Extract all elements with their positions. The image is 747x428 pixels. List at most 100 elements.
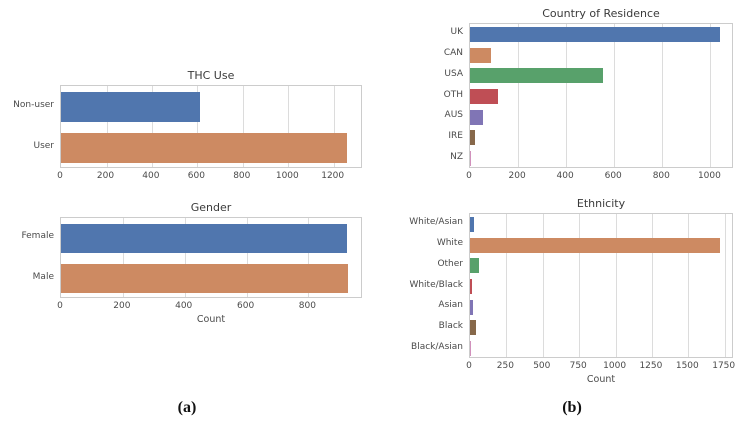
x-tick-label: 1500	[675, 361, 699, 371]
y-tick-label: Other	[437, 258, 463, 269]
x-tick-label: 0	[57, 171, 63, 181]
subfigure-label-b: (b)	[562, 399, 582, 416]
x-tick-label: 200	[508, 171, 526, 181]
bar-nz	[470, 151, 472, 167]
x-tick-label: 800	[652, 171, 670, 181]
bar-uk	[470, 26, 720, 42]
y-tick-label: White/Black	[409, 279, 463, 290]
gridline	[614, 24, 616, 167]
gridline	[688, 214, 690, 357]
gridline	[184, 218, 186, 297]
gridline	[518, 24, 520, 167]
x-tick-label: 750	[569, 361, 587, 371]
gridline	[308, 218, 310, 297]
gridline	[579, 214, 581, 357]
subfigure-label-a: (a)	[177, 399, 197, 416]
gridline	[242, 86, 244, 167]
y-tick-label: Black/Asian	[411, 341, 463, 352]
bar-asian	[470, 299, 473, 315]
bar-white-asian	[470, 216, 474, 232]
gridline	[710, 24, 712, 167]
plot-area	[469, 23, 733, 168]
bar-white	[470, 237, 721, 253]
x-tick-label: 250	[496, 361, 514, 371]
y-tick-label: White/Asian	[409, 217, 463, 228]
x-tick-label: 500	[533, 361, 551, 371]
gridline	[151, 86, 153, 167]
y-tick-label: White	[436, 238, 463, 249]
x-tick-label: 600	[237, 301, 255, 311]
plot-area	[469, 213, 733, 358]
bar-usa	[470, 68, 603, 84]
y-tick-label: UK	[450, 27, 464, 38]
y-tick-label: NZ	[450, 151, 463, 162]
gridline	[246, 218, 248, 297]
bar-user	[61, 133, 347, 164]
bar-white-black	[470, 279, 473, 294]
plot-area	[60, 85, 362, 168]
y-tick-label: User	[33, 141, 54, 152]
bar-female	[61, 223, 348, 253]
x-axis-label: Count	[586, 374, 616, 385]
bar-can	[470, 47, 492, 63]
x-tick-label: 200	[113, 301, 131, 311]
x-tick-label: 1750	[712, 361, 736, 371]
chart-title: THC Use	[187, 69, 235, 82]
gridline	[197, 86, 199, 167]
x-tick-label: 1000	[603, 361, 627, 371]
x-tick-label: 400	[142, 171, 160, 181]
chart-title: Gender	[190, 201, 232, 214]
y-tick-label: OTH	[443, 89, 463, 100]
x-tick-label: 400	[175, 301, 193, 311]
bar-other	[470, 258, 479, 274]
x-tick-label: 1000	[275, 171, 299, 181]
plot-area	[60, 217, 362, 298]
gridline	[724, 214, 726, 357]
y-tick-label: AUS	[444, 110, 463, 121]
bar-aus	[470, 109, 483, 125]
gridline	[651, 214, 653, 357]
x-tick-label: 1200	[321, 171, 345, 181]
x-tick-label: 600	[187, 171, 205, 181]
y-tick-label: USA	[444, 68, 463, 79]
x-axis-label: Count	[196, 314, 226, 325]
bar-black	[470, 320, 476, 336]
gridline	[122, 218, 124, 297]
x-tick-label: 0	[466, 361, 472, 371]
chart-title: Ethnicity	[576, 197, 626, 210]
gridline	[542, 214, 544, 357]
x-tick-label: 600	[604, 171, 622, 181]
gridline	[333, 86, 335, 167]
x-tick-label: 0	[57, 301, 63, 311]
bar-oth	[470, 89, 498, 104]
x-tick-label: 200	[96, 171, 115, 181]
x-tick-label: 0	[466, 171, 472, 181]
bar-ire	[470, 130, 475, 146]
chart-title: Country of Residence	[542, 7, 660, 20]
gridline	[106, 86, 108, 167]
bar-male	[61, 264, 348, 294]
x-tick-label: 1250	[639, 361, 663, 371]
y-tick-label: Black	[438, 320, 463, 331]
y-tick-label: Male	[32, 271, 54, 282]
x-tick-label: 800	[298, 301, 316, 311]
x-tick-label: 800	[233, 171, 251, 181]
gridline	[662, 24, 664, 167]
x-tick-label: 400	[556, 171, 574, 181]
gridline	[566, 24, 568, 167]
bar-non-user	[61, 91, 201, 122]
y-tick-label: Asian	[438, 300, 463, 311]
gridline	[506, 214, 508, 357]
x-tick-label: 1000	[697, 171, 721, 181]
gridline	[615, 214, 617, 357]
y-tick-label: IRE	[448, 130, 463, 141]
y-tick-label: Female	[21, 231, 54, 242]
y-tick-label: CAN	[443, 48, 463, 59]
gridline	[288, 86, 290, 167]
y-tick-label: Non-user	[13, 99, 54, 110]
